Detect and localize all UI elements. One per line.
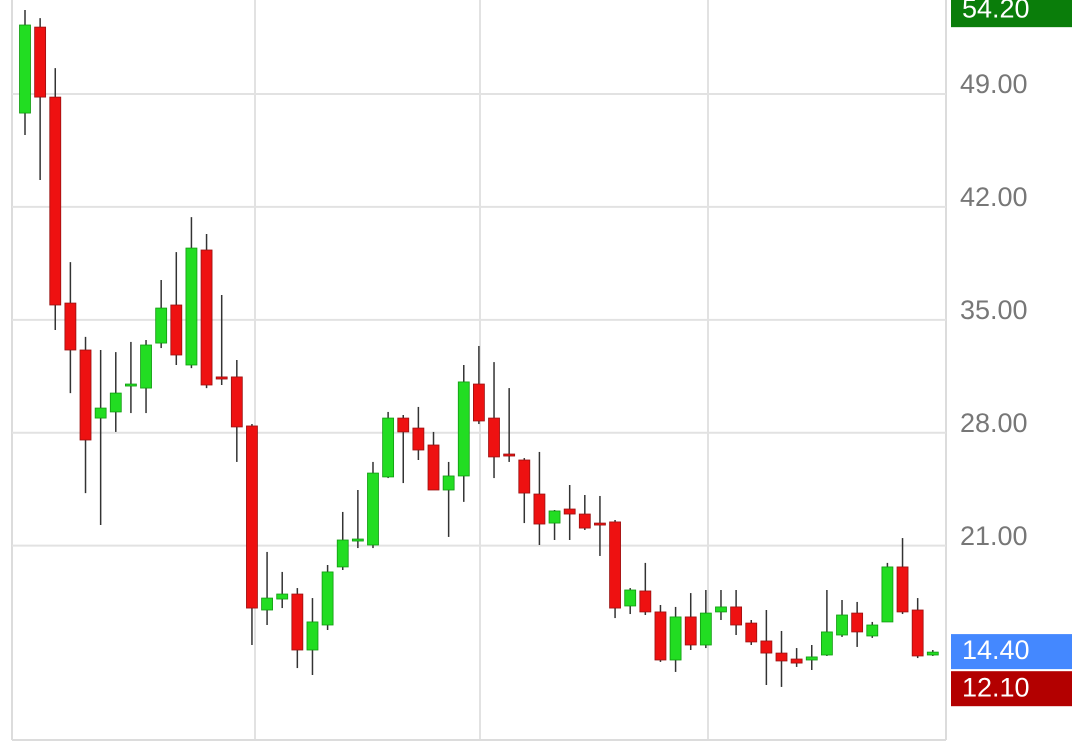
candle-body	[94, 407, 107, 419]
candle-body	[533, 493, 546, 525]
candle-body	[866, 624, 879, 637]
candle-body	[155, 307, 168, 344]
candle-body	[820, 631, 833, 656]
candle-body	[760, 640, 773, 654]
candle-body	[457, 381, 470, 477]
candle-body	[715, 606, 727, 613]
y-tick-label: 49.00	[960, 69, 1028, 99]
candle-body	[306, 621, 319, 651]
candle-body	[896, 566, 909, 613]
candle-body	[926, 651, 939, 656]
candle-body	[730, 606, 743, 626]
candle-body	[472, 383, 485, 422]
candle-body	[382, 417, 395, 478]
price-tag	[951, 671, 1072, 707]
candle-body	[185, 247, 198, 366]
candle-body	[397, 417, 410, 433]
candle-body	[109, 392, 122, 413]
candle-body	[291, 593, 304, 651]
candle-body	[125, 383, 137, 387]
candle-body	[881, 566, 894, 623]
candle-body	[790, 658, 803, 664]
candle-body	[669, 616, 682, 661]
candle-body	[563, 508, 576, 515]
candle-body	[246, 425, 258, 609]
candle-body	[367, 472, 379, 546]
y-tick-label: 35.00	[960, 295, 1028, 325]
price-tag-label: 54.20	[962, 0, 1030, 23]
price-tag-label: 12.10	[962, 672, 1030, 702]
candle-body	[64, 302, 77, 351]
candle-body	[215, 376, 228, 380]
price-tag	[951, 634, 1072, 670]
candle-body	[548, 510, 561, 524]
candle-body	[442, 475, 455, 491]
candle-body	[140, 344, 152, 389]
price-tag	[951, 0, 1072, 28]
price-tag-label: 14.40	[962, 635, 1030, 665]
candle-body	[518, 459, 531, 494]
candle-body	[321, 571, 334, 626]
candle-body	[594, 522, 606, 526]
candle-body	[351, 538, 364, 542]
candle-body	[775, 652, 788, 662]
candle-body	[34, 26, 47, 98]
candle-body	[503, 453, 516, 457]
candle-body	[624, 589, 637, 607]
candle-body	[609, 521, 621, 609]
candle-body	[699, 612, 712, 646]
candle-body	[684, 616, 697, 646]
candle-body	[336, 539, 349, 568]
candle-body	[488, 417, 500, 458]
candle-body	[49, 96, 62, 306]
candle-body	[836, 614, 848, 636]
candle-body	[230, 376, 243, 428]
y-tick-label: 28.00	[960, 408, 1028, 438]
candle-body	[911, 609, 924, 657]
y-tick-label: 42.00	[960, 182, 1028, 212]
candle-body	[578, 513, 591, 529]
candle-body	[427, 444, 440, 491]
candle-body	[79, 349, 92, 441]
candle-body	[19, 24, 31, 114]
candle-body	[805, 656, 818, 661]
candle-body	[261, 597, 273, 611]
candle-body	[745, 622, 758, 643]
candle-body	[412, 427, 425, 451]
candle-body	[851, 612, 864, 633]
candle-body	[170, 304, 183, 356]
candle-body	[639, 590, 652, 613]
candle-body	[654, 611, 667, 661]
y-tick-label: 21.00	[960, 521, 1028, 551]
candle-body	[276, 593, 289, 600]
candle-body	[200, 249, 213, 386]
